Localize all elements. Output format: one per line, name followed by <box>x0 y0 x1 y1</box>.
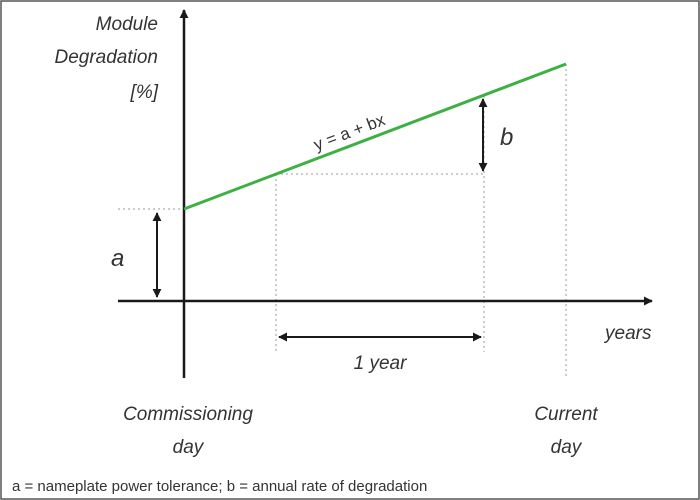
y-axis-label-line-3: [%] <box>130 82 159 103</box>
x-axis-label: years <box>603 323 652 344</box>
start-label-line-1: Commissioning <box>123 404 253 425</box>
intercept-label-a: a <box>111 245 124 272</box>
interval-label: 1 year <box>354 353 407 374</box>
trend-line <box>183 62 567 211</box>
end-label-line-1: Current <box>534 404 598 425</box>
caption: a = nameplate power tolerance; b = annua… <box>12 478 427 495</box>
slope-label-b: b <box>500 124 513 151</box>
guide-lines <box>118 64 567 378</box>
end-label-line-2: day <box>551 437 583 458</box>
y-axis-label-line-1: Module <box>96 14 158 35</box>
y-axis-label-line-2: Degradation <box>54 47 158 68</box>
start-label-line-2: day <box>173 437 205 458</box>
